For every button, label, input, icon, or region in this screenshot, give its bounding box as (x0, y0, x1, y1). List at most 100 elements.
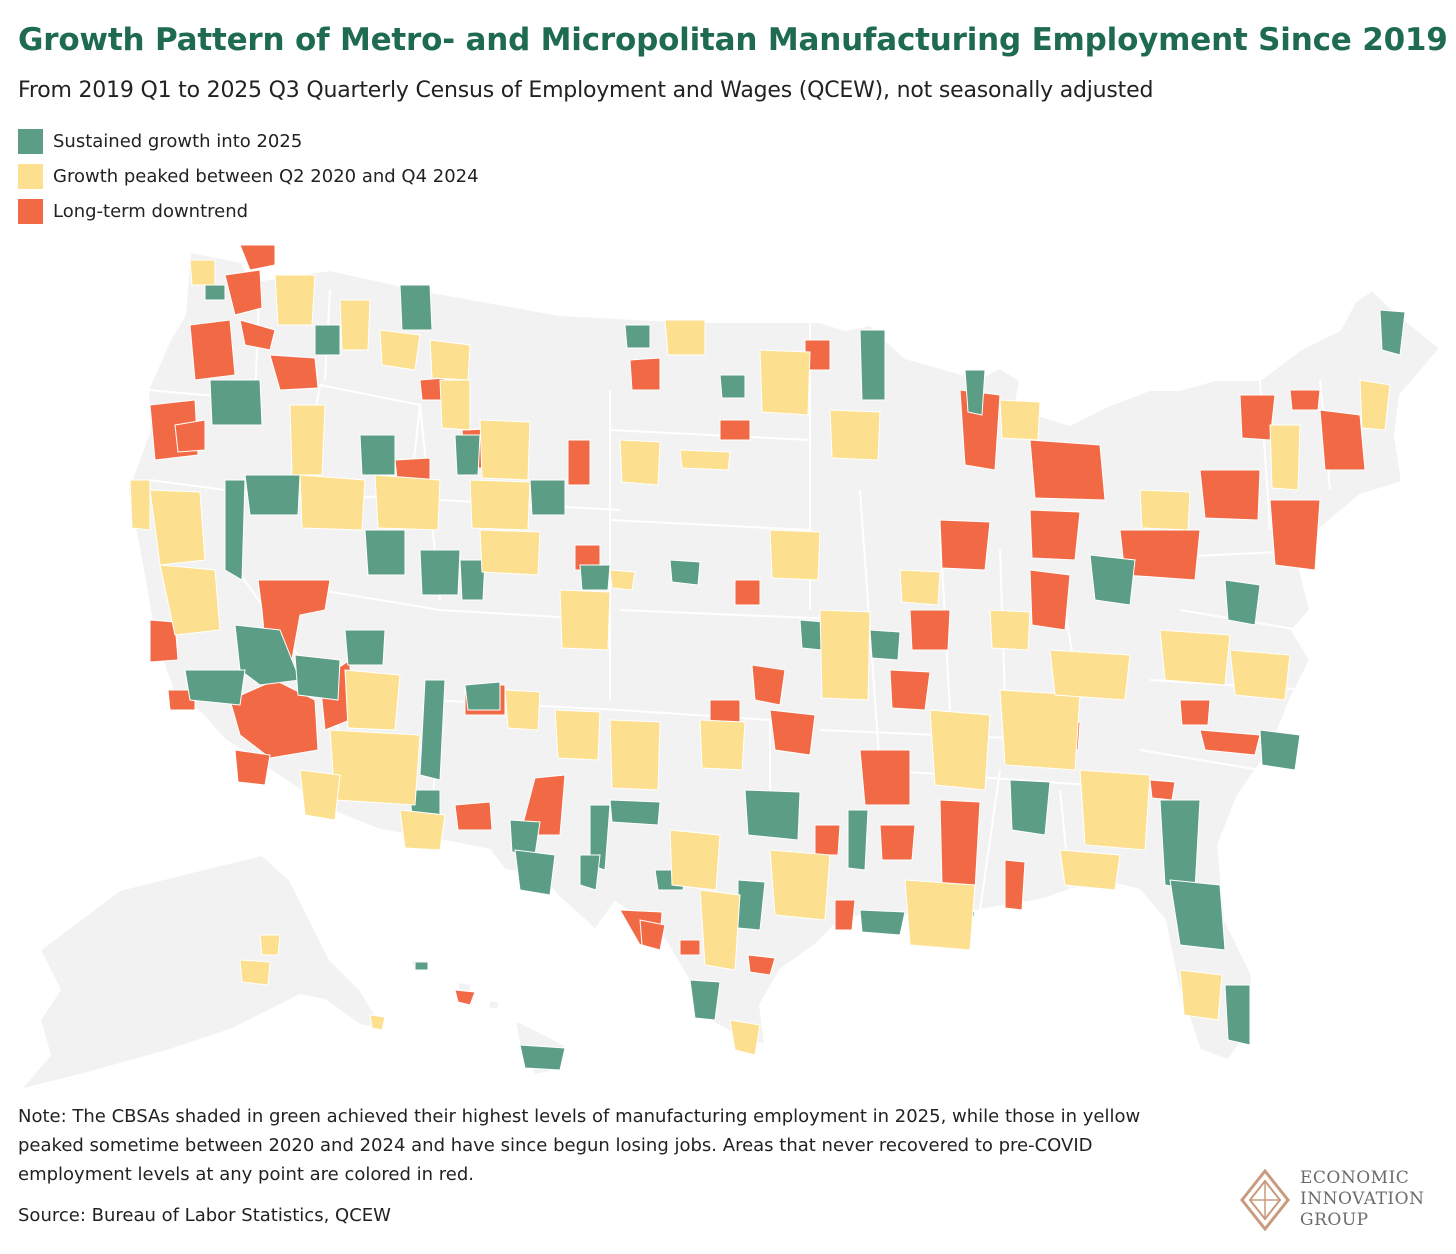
cbsa-region (939, 519, 991, 571)
cbsa-region (1179, 699, 1211, 726)
cbsa-region (879, 824, 916, 861)
cbsa-region (469, 479, 531, 531)
cbsa-region (1004, 859, 1026, 911)
legend: Sustained growth into 2025 Growth peaked… (18, 124, 479, 229)
cbsa-region (239, 959, 271, 986)
cbsa-region (129, 479, 151, 531)
cbsa-region (329, 729, 421, 806)
cbsa-region (1009, 779, 1051, 836)
cbsa-region (419, 679, 446, 781)
diamond-logo-icon (1240, 1168, 1290, 1231)
cbsa-region (464, 681, 501, 711)
cbsa-region (939, 799, 981, 891)
cbsa-region (859, 329, 886, 401)
footnote: Note: The CBSAs shaded in green achieved… (18, 1106, 1141, 1185)
cbsa-region (1199, 729, 1261, 756)
cbsa-region (744, 789, 801, 841)
cbsa-region (299, 474, 366, 531)
cbsa-region (167, 689, 196, 711)
cbsa-region (639, 919, 666, 951)
peaked-regions (129, 259, 1391, 1056)
cbsa-region (339, 299, 371, 351)
legend-item-downtrend: Long-term downtrend (18, 194, 479, 229)
cbsa-region (1359, 379, 1391, 431)
cbsa-region (479, 529, 541, 576)
legend-swatch-yellow (18, 164, 43, 189)
cbsa-region (1139, 489, 1191, 531)
cbsa-region (234, 624, 301, 686)
cbsa-region (274, 274, 316, 326)
cbsa-region (1029, 439, 1106, 501)
cbsa-region (1059, 849, 1121, 891)
cbsa-region (769, 849, 831, 921)
cbsa-region (664, 319, 706, 356)
cbsa-region (224, 269, 263, 316)
cbsa-region (699, 719, 746, 771)
cbsa-region (1049, 649, 1131, 701)
cbsa-region (869, 629, 901, 661)
cbsa-region (751, 664, 786, 706)
cbsa-region (294, 654, 341, 701)
legend-item-sustained-growth: Sustained growth into 2025 (18, 124, 479, 159)
cbsa-region (1229, 649, 1291, 701)
cbsa-region (734, 579, 761, 606)
cbsa-region (269, 354, 319, 391)
cbsa-region (239, 244, 276, 271)
cbsa-region (669, 829, 721, 891)
cbsa-region (729, 1019, 761, 1056)
cbsa-region (559, 589, 611, 651)
cbsa-region (829, 409, 881, 461)
cbsa-region (889, 669, 931, 711)
cbsa-region (149, 489, 206, 566)
cbsa-region (1379, 309, 1406, 356)
legend-swatch-green (18, 129, 43, 154)
cbsa-region (174, 419, 206, 453)
cbsa-region (609, 799, 661, 826)
legend-label: Sustained growth into 2025 (53, 131, 303, 152)
us-map (19, 244, 1441, 1090)
cbsa-region (554, 709, 601, 761)
cbsa-region (379, 329, 421, 371)
alaska-shape (19, 854, 386, 1090)
cbsa-region (679, 449, 731, 471)
cbsa-region (929, 709, 991, 791)
cbsa-region (239, 319, 276, 351)
logo-line: ECONOMIC (1300, 1168, 1410, 1188)
cbsa-region (454, 989, 476, 1006)
cbsa-region (1289, 389, 1321, 411)
cbsa-region (454, 801, 493, 831)
cbsa-region (989, 609, 1031, 651)
cbsa-region (999, 689, 1081, 771)
cbsa-region (224, 479, 246, 581)
cbsa-region (374, 474, 441, 531)
cbsa-region (1079, 769, 1151, 851)
cbsa-region (689, 979, 721, 1021)
cbsa-region (1169, 879, 1226, 951)
cbsa-region (964, 369, 986, 416)
legend-label: Long-term downtrend (53, 201, 249, 222)
cbsa-region (1319, 409, 1366, 471)
cbsa-region (1269, 499, 1321, 571)
cbsa-region (344, 669, 401, 731)
cbsa-region (189, 319, 236, 381)
cbsa-region (747, 954, 776, 976)
cbsa-region (719, 374, 746, 399)
cbsa-region (454, 434, 481, 476)
logo-line: INNOVATION (1300, 1189, 1425, 1209)
cbsa-region (359, 434, 396, 476)
cbsa-region (589, 804, 611, 871)
cbsa-region (429, 339, 471, 381)
cbsa-region (399, 809, 446, 851)
cbsa-region (204, 284, 226, 301)
cbsa-region (344, 629, 386, 666)
cbsa-region (899, 569, 941, 606)
cbsa-region (737, 879, 766, 931)
cbsa-region (859, 749, 911, 806)
cbsa-region (759, 349, 811, 416)
chart-subtitle: From 2019 Q1 to 2025 Q3 Quarterly Census… (18, 78, 1154, 103)
cbsa-region (619, 439, 661, 486)
cbsa-region (1269, 424, 1301, 491)
cbsa-region (244, 474, 301, 516)
cbsa-region (159, 564, 221, 636)
cbsa-region (439, 379, 471, 431)
